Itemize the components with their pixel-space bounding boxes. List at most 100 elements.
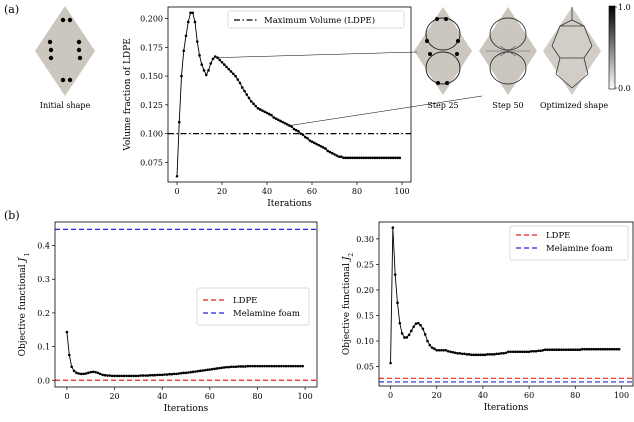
data-point	[98, 372, 102, 376]
data-point	[497, 352, 501, 356]
data-point	[179, 371, 183, 375]
data-point	[202, 69, 206, 72]
data-point	[200, 63, 204, 66]
y-tick-label: 0.30	[356, 235, 374, 244]
colorbar-min-label: 0.0	[618, 84, 631, 93]
data-point	[412, 325, 415, 329]
x-tick-label: 60	[524, 391, 534, 400]
data-point	[453, 351, 457, 355]
step-50-upper-cell	[489, 17, 527, 51]
y-tick-label: 0.05	[356, 363, 374, 372]
data-point	[301, 364, 305, 368]
x-tick-label: 20	[217, 187, 227, 196]
data-point	[275, 364, 278, 368]
data-point	[387, 156, 390, 160]
data-point	[218, 58, 222, 62]
initial-shape: Initial shape	[35, 6, 95, 110]
data-point	[416, 321, 420, 325]
step-25-diamond	[414, 7, 472, 95]
data-point	[268, 364, 271, 368]
data-point	[476, 353, 480, 357]
data-point	[168, 372, 171, 376]
data-point	[260, 364, 264, 368]
plot-objective-j1: 0 20 40 60 80 100 0.0 0.1 0.2 0.3 0.4 Iterations Obj…	[17, 221, 318, 414]
data-point	[353, 156, 357, 160]
data-point	[272, 364, 276, 368]
data-point	[456, 352, 459, 355]
data-point	[355, 156, 359, 160]
data-point	[232, 365, 235, 369]
data-point	[451, 350, 455, 354]
legend-box	[509, 225, 629, 261]
data-point	[191, 11, 195, 15]
data-point	[229, 70, 233, 73]
data-point	[389, 361, 392, 365]
data-point	[442, 348, 445, 352]
data-point	[281, 120, 285, 124]
data-point	[122, 374, 126, 378]
data-point	[548, 348, 552, 352]
data-point	[203, 368, 207, 372]
data-point	[213, 367, 216, 371]
data-point	[213, 55, 217, 58]
data-point	[120, 374, 123, 378]
data-point	[440, 348, 443, 352]
data-point	[576, 348, 579, 352]
step-50-web	[486, 45, 530, 57]
series-points	[389, 226, 621, 365]
data-point	[342, 156, 345, 160]
data-point	[103, 373, 107, 377]
data-point	[509, 350, 512, 354]
x-axis-label: Iterations	[164, 404, 209, 414]
data-point	[437, 348, 441, 352]
data-point	[613, 347, 616, 351]
data-point	[234, 74, 237, 78]
y-tick-label: 0.3	[37, 275, 50, 284]
y-tick-label: 0.075	[140, 158, 163, 167]
y-tick-label: 0.150	[140, 72, 163, 81]
data-point	[364, 156, 368, 160]
data-point	[220, 366, 224, 370]
optimized-shape: Optimized shape	[540, 7, 608, 110]
data-point	[294, 364, 297, 368]
data-point	[396, 301, 399, 305]
y-tick-label: 0.15	[356, 311, 374, 320]
caption-optimized-shape: Optimized shape	[540, 101, 608, 110]
data-point	[488, 353, 492, 356]
data-point	[380, 156, 384, 160]
y-tick-label: 0.0	[37, 376, 50, 385]
data-point	[201, 369, 204, 372]
data-point	[435, 348, 439, 352]
data-point	[160, 373, 164, 377]
data-point	[292, 127, 296, 131]
data-point	[470, 353, 473, 357]
data-point	[129, 374, 133, 378]
data-point	[263, 110, 267, 114]
axes-frame	[167, 6, 412, 183]
callout-step-50	[289, 95, 483, 126]
optimized-web	[551, 7, 593, 89]
series-line	[176, 12, 400, 177]
data-point	[539, 349, 542, 353]
data-point	[557, 348, 561, 352]
data-point	[146, 374, 150, 377]
data-point	[208, 368, 212, 371]
data-point	[207, 69, 210, 72]
data-point	[184, 34, 188, 38]
data-point	[261, 109, 264, 112]
data-point	[139, 374, 143, 377]
data-point	[265, 364, 269, 368]
data-point	[333, 153, 336, 156]
data-point	[267, 112, 271, 116]
x-tick-label: 100	[297, 392, 312, 401]
data-point	[428, 343, 432, 347]
data-point	[238, 81, 242, 85]
data-point	[82, 372, 85, 376]
data-point	[525, 350, 529, 354]
data-point	[84, 372, 88, 375]
data-point	[312, 141, 316, 145]
x-tick-label: 80	[352, 187, 362, 196]
data-point	[244, 365, 247, 368]
panel-b-label: (b)	[4, 209, 20, 222]
data-point	[403, 336, 406, 339]
